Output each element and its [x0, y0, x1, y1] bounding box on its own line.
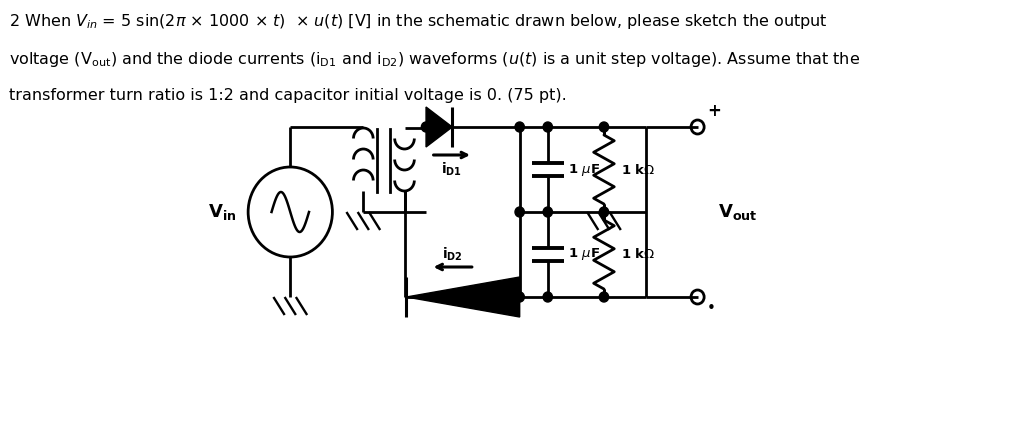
- Text: transformer turn ratio is 1:2 and capacitor initial voltage is 0. (75 pt).: transformer turn ratio is 1:2 and capaci…: [9, 88, 567, 103]
- Circle shape: [599, 292, 608, 302]
- Text: voltage (V$_{\mathregular{out}}$) and the diode currents (i$_{\mathregular{D1}}$: voltage (V$_{\mathregular{out}}$) and th…: [9, 50, 860, 69]
- Text: 1 k$\Omega$: 1 k$\Omega$: [621, 248, 655, 261]
- Text: $\mathbf{V_{out}}$: $\mathbf{V_{out}}$: [718, 202, 758, 222]
- Circle shape: [599, 122, 608, 132]
- Text: $\mathbf{i_{D1}}$: $\mathbf{i_{D1}}$: [441, 161, 462, 178]
- Polygon shape: [426, 107, 453, 147]
- Circle shape: [543, 292, 553, 302]
- Text: $\mathbf{i_{D2}}$: $\mathbf{i_{D2}}$: [442, 246, 463, 263]
- Text: $\mathbf{V_{in}}$: $\mathbf{V_{in}}$: [209, 202, 237, 222]
- Circle shape: [515, 122, 524, 132]
- Circle shape: [543, 122, 553, 132]
- Text: •: •: [707, 301, 716, 316]
- Circle shape: [515, 207, 524, 217]
- Circle shape: [515, 292, 524, 302]
- Circle shape: [599, 207, 608, 217]
- Circle shape: [421, 122, 431, 132]
- Text: +: +: [707, 102, 721, 120]
- Text: 1 $\mu$F: 1 $\mu$F: [568, 247, 601, 263]
- Circle shape: [543, 207, 553, 217]
- Text: 1 k$\Omega$: 1 k$\Omega$: [621, 162, 655, 177]
- Text: 2 When $V_{in}$ = 5 sin(2$\pi$ $\times$ 1000 $\times$ $t$)  $\times$ $u(t)$ [V] : 2 When $V_{in}$ = 5 sin(2$\pi$ $\times$ …: [9, 12, 828, 31]
- Polygon shape: [407, 277, 520, 317]
- Text: 1 $\mu$F: 1 $\mu$F: [568, 162, 601, 178]
